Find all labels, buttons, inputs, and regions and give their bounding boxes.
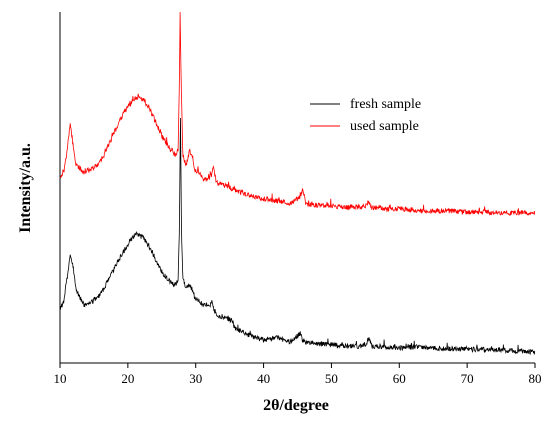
x-tick-label-10: 10 bbox=[54, 371, 67, 386]
series-line-used-sample bbox=[59, 11, 536, 216]
legend-label-fresh-sample: fresh sample bbox=[350, 97, 421, 112]
x-tick-label-80: 80 bbox=[529, 371, 542, 386]
legend: fresh sample used sample bbox=[310, 97, 421, 134]
y-axis-title: Intensity/a.u. bbox=[17, 143, 34, 233]
series-layer bbox=[59, 11, 536, 355]
x-tick-label-30: 30 bbox=[189, 371, 202, 386]
plot-area: 10 20 30 40 50 60 70 80 bbox=[54, 11, 542, 386]
x-tick-label-50: 50 bbox=[325, 371, 338, 386]
x-axis-title: 2θ/degree bbox=[263, 397, 329, 414]
x-tick-label-20: 20 bbox=[121, 371, 134, 386]
series-line-fresh-sample bbox=[59, 117, 536, 355]
x-tick-label-40: 40 bbox=[257, 371, 270, 386]
legend-label-used-sample: used sample bbox=[350, 119, 419, 134]
x-tick-label-60: 60 bbox=[393, 371, 406, 386]
x-ticks: 10 20 30 40 50 60 70 80 bbox=[54, 363, 542, 386]
x-tick-label-70: 70 bbox=[461, 371, 474, 386]
